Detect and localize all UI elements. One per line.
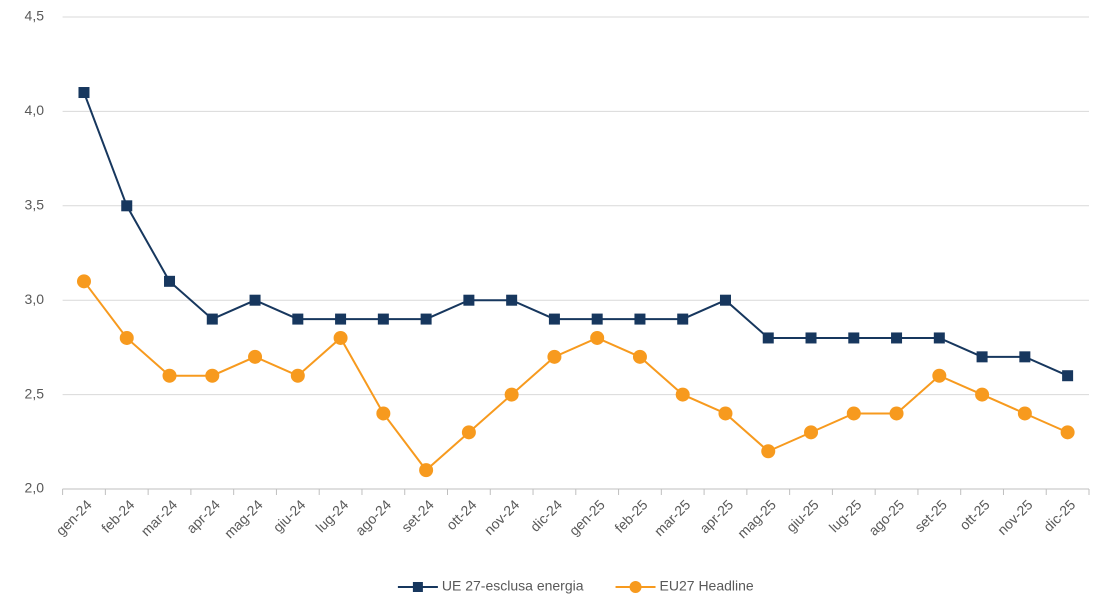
marker bbox=[1060, 425, 1075, 440]
x-tick-label: gen-25 bbox=[566, 496, 608, 538]
marker bbox=[591, 313, 603, 325]
x-tick-label: nov-24 bbox=[481, 496, 523, 538]
x-tick-label: set-25 bbox=[911, 496, 950, 535]
series-line bbox=[83, 280, 1069, 472]
marker bbox=[463, 294, 475, 306]
marker bbox=[762, 332, 774, 344]
legend-item: UE 27-esclusa energia bbox=[397, 578, 584, 594]
marker bbox=[335, 313, 347, 325]
marker bbox=[547, 349, 562, 364]
marker bbox=[846, 406, 861, 421]
x-tick-label: ago-24 bbox=[352, 496, 394, 538]
marker bbox=[632, 349, 647, 364]
x-tick-label: mag-25 bbox=[734, 496, 779, 541]
x-tick-label: gen-24 bbox=[53, 496, 95, 538]
marker bbox=[1019, 351, 1031, 363]
marker bbox=[76, 274, 91, 289]
x-tick-label: ago-25 bbox=[865, 496, 907, 538]
marker bbox=[634, 313, 646, 325]
marker bbox=[761, 444, 776, 459]
marker bbox=[78, 87, 90, 99]
marker bbox=[206, 313, 218, 325]
x-tick-label: apr-24 bbox=[183, 496, 223, 536]
marker bbox=[249, 294, 261, 306]
marker bbox=[975, 387, 990, 402]
legend-label: UE 27-esclusa energia bbox=[442, 578, 584, 594]
x-tick-label: nov-25 bbox=[994, 496, 1036, 538]
marker bbox=[248, 349, 263, 364]
marker bbox=[848, 332, 860, 344]
x-tick-label: dic-25 bbox=[1040, 496, 1078, 534]
x-tick-label: lug-25 bbox=[826, 496, 865, 535]
marker bbox=[376, 406, 391, 421]
marker bbox=[719, 294, 731, 306]
x-tick-label: apr-25 bbox=[696, 496, 736, 536]
marker bbox=[333, 330, 348, 345]
marker bbox=[292, 313, 304, 325]
marker bbox=[162, 368, 177, 383]
legend-marker bbox=[629, 581, 642, 593]
marker bbox=[506, 294, 518, 306]
legend-label: EU27 Headline bbox=[660, 578, 754, 594]
marker bbox=[1062, 370, 1074, 382]
legend-marker bbox=[412, 582, 423, 592]
marker bbox=[290, 368, 305, 383]
y-tick-label: 4,0 bbox=[25, 102, 45, 118]
marker bbox=[976, 351, 988, 363]
x-tick-label: dic-24 bbox=[527, 496, 565, 534]
marker bbox=[164, 275, 176, 287]
y-tick-label: 3,5 bbox=[25, 197, 45, 213]
marker bbox=[205, 368, 220, 383]
marker bbox=[933, 332, 945, 344]
legend: UE 27-esclusa energia EU27 Headline bbox=[397, 578, 754, 594]
marker bbox=[804, 425, 819, 440]
marker bbox=[675, 387, 690, 402]
x-tick-label: feb-25 bbox=[611, 496, 651, 536]
marker bbox=[805, 332, 817, 344]
y-tick-label: 3,0 bbox=[25, 291, 45, 307]
marker bbox=[889, 406, 904, 421]
x-tick-label: ott-25 bbox=[956, 496, 993, 533]
x-tick-label: lug-24 bbox=[312, 496, 351, 535]
marker bbox=[119, 330, 134, 345]
marker bbox=[420, 313, 432, 325]
marker bbox=[504, 387, 519, 402]
series-line bbox=[83, 92, 1069, 377]
marker bbox=[419, 463, 434, 478]
marker bbox=[461, 425, 476, 440]
x-tick-label: set-24 bbox=[398, 496, 437, 535]
marker bbox=[891, 332, 903, 344]
x-tick-label: giu-24 bbox=[270, 496, 309, 535]
x-tick-label: mar-25 bbox=[651, 496, 694, 539]
marker bbox=[1017, 406, 1032, 421]
marker bbox=[932, 368, 947, 383]
marker bbox=[590, 330, 605, 345]
marker bbox=[548, 313, 560, 325]
x-tick-label: ott-24 bbox=[443, 496, 480, 533]
legend-item: EU27 Headline bbox=[615, 578, 754, 594]
y-tick-label: 2,5 bbox=[25, 385, 45, 401]
x-tick-label: feb-24 bbox=[98, 496, 138, 536]
x-tick-label: giu-25 bbox=[783, 496, 822, 535]
y-tick-label: 4,5 bbox=[25, 8, 45, 24]
marker bbox=[377, 313, 389, 325]
marker bbox=[121, 200, 133, 212]
x-tick-label: mar-24 bbox=[138, 496, 181, 539]
marker bbox=[718, 406, 733, 421]
marker bbox=[677, 313, 689, 325]
x-tick-label: mag-24 bbox=[221, 496, 266, 541]
y-tick-label: 2,0 bbox=[25, 480, 45, 496]
